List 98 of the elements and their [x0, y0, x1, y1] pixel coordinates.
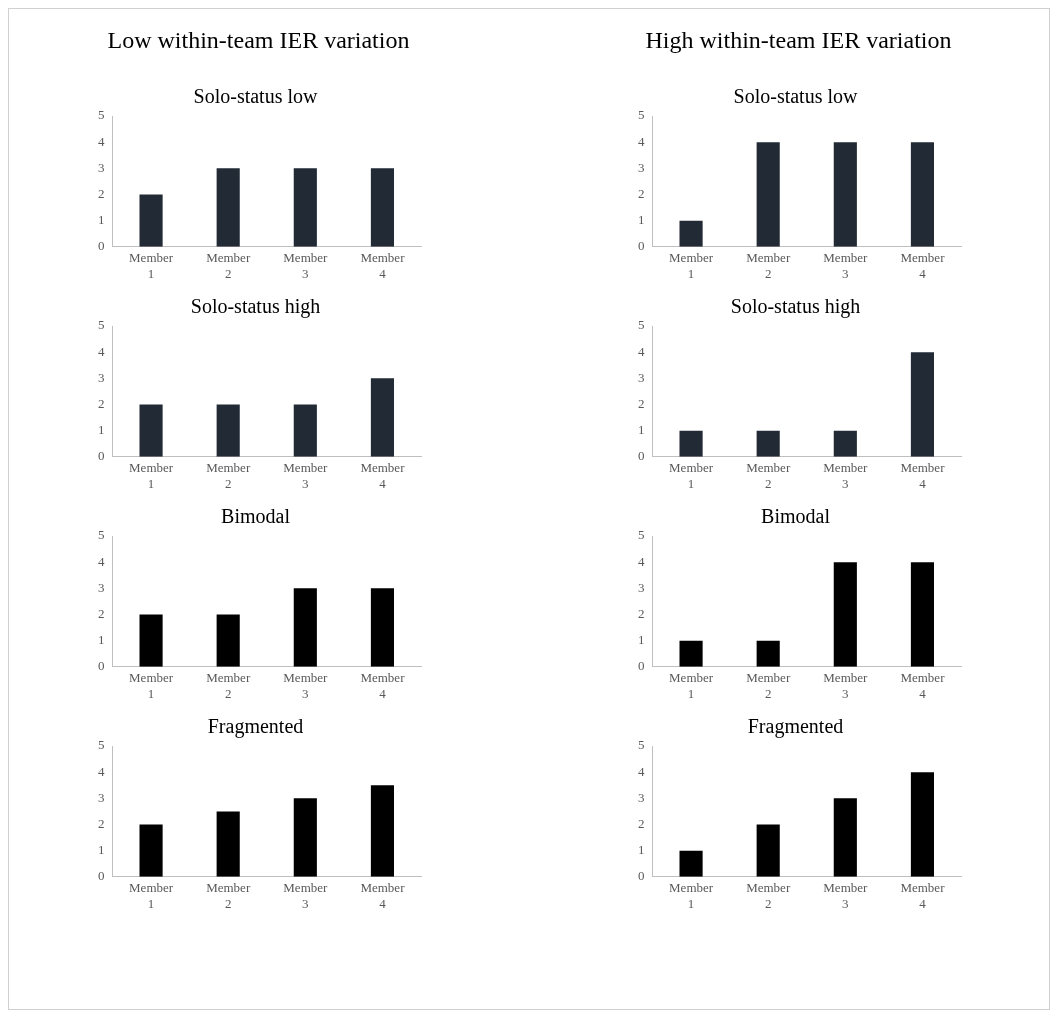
x-tick-label: Member 1	[129, 460, 174, 491]
x-tick-label: Member 3	[823, 250, 868, 281]
x-tick-label: Member 1	[669, 880, 714, 911]
y-tick-label: 2	[638, 395, 645, 411]
y-tick-label: 3	[98, 369, 105, 385]
x-tick-label: Member 4	[360, 670, 406, 701]
x-tick-label: Member 3	[283, 670, 328, 701]
x-tick-label: Member 2	[206, 250, 251, 281]
y-tick-label: 3	[98, 159, 105, 175]
y-tick-label: 5	[638, 107, 645, 123]
bar	[910, 772, 935, 877]
x-tick-label: Member 1	[129, 250, 174, 281]
y-tick-label: 5	[98, 107, 105, 123]
y-tick-label: 0	[638, 448, 645, 464]
bar	[756, 824, 780, 877]
x-tick-label: Member 2	[746, 880, 791, 911]
x-tick-label: Member 2	[206, 880, 251, 911]
y-tick-label: 5	[98, 317, 105, 333]
y-tick-label: 5	[98, 527, 105, 543]
y-tick-label: 5	[638, 737, 645, 753]
x-tick-label: Member 2	[206, 670, 251, 701]
chart-title: Solo-status high	[730, 295, 861, 319]
y-tick-label: 0	[638, 868, 645, 884]
x-tick-label: Member 4	[360, 880, 406, 911]
x-tick-label: Member 3	[823, 880, 868, 911]
y-tick-label: 1	[638, 632, 645, 648]
y-tick-label: 2	[638, 605, 645, 621]
x-tick-label: Member 4	[360, 250, 406, 281]
y-tick-label: 1	[98, 422, 105, 438]
x-tick-label: Member 4	[900, 250, 946, 281]
bar	[216, 811, 240, 877]
y-tick-label: 3	[638, 579, 645, 595]
x-tick-label: Member 1	[669, 460, 714, 491]
y-tick-label: 3	[638, 369, 645, 385]
chart-title: Bimodal	[221, 505, 291, 528]
y-tick-label: 5	[638, 317, 645, 333]
y-tick-label: 0	[98, 868, 105, 884]
y-tick-label: 4	[638, 343, 645, 359]
y-tick-label: 4	[638, 553, 645, 569]
y-tick-label: 2	[638, 185, 645, 201]
y-tick-label: 2	[98, 815, 105, 831]
y-tick-label: 3	[638, 159, 645, 175]
x-tick-label: Member 2	[206, 460, 251, 491]
y-tick-label: 4	[638, 763, 645, 779]
x-tick-label: Member 3	[823, 460, 868, 491]
x-tick-label: Member 4	[360, 460, 406, 491]
x-tick-label: Member 2	[746, 670, 791, 701]
text: High within-team IER variation	[644, 27, 953, 54]
y-tick-label: 5	[638, 527, 645, 543]
x-tick-label: Member 1	[669, 670, 714, 701]
x-tick-label: Member 3	[283, 880, 328, 911]
y-tick-label: 0	[638, 238, 645, 254]
x-tick-label: Member 1	[129, 670, 174, 701]
x-tick-label: Member 1	[129, 880, 174, 911]
x-tick-label: Member 2	[746, 460, 791, 491]
y-tick-label: 4	[638, 133, 645, 149]
bar	[679, 850, 703, 877]
x-tick-label: Member 3	[283, 250, 328, 281]
y-tick-label: 0	[98, 658, 105, 674]
chart-title: Solo-status high	[190, 295, 321, 319]
bar	[293, 798, 317, 877]
bar	[139, 824, 163, 877]
chart-title: Solo-status low	[193, 85, 318, 108]
x-tick-label: Member 3	[823, 670, 868, 701]
y-tick-label: 4	[98, 343, 105, 359]
chart-title: Fragmented	[747, 715, 844, 739]
y-tick-label: 4	[98, 553, 105, 569]
x-tick-label: Member 1	[669, 250, 714, 281]
x-tick-label: Member 3	[283, 460, 328, 491]
y-tick-label: 1	[98, 212, 105, 228]
x-tick-label: Member 4	[900, 880, 946, 911]
y-tick-label: 4	[98, 133, 105, 149]
x-tick-label: Member 2	[746, 250, 791, 281]
y-tick-label: 1	[98, 632, 105, 648]
bar	[370, 785, 395, 877]
text: Low within-team IER variation	[106, 27, 411, 54]
chart-title: Fragmented	[207, 715, 304, 739]
y-tick-label: 2	[98, 395, 105, 411]
y-tick-label: 2	[638, 815, 645, 831]
chart-title: Bimodal	[761, 505, 831, 528]
bar	[833, 798, 857, 877]
y-tick-label: 0	[98, 448, 105, 464]
y-tick-label: 0	[98, 238, 105, 254]
chart-title: Solo-status low	[733, 85, 858, 108]
y-tick-label: 1	[638, 422, 645, 438]
y-tick-label: 2	[98, 605, 105, 621]
y-tick-label: 4	[98, 763, 105, 779]
y-tick-label: 5	[98, 737, 105, 753]
y-tick-label: 3	[638, 789, 645, 805]
y-tick-label: 3	[98, 789, 105, 805]
x-tick-label: Member 4	[900, 670, 946, 701]
y-tick-label: 2	[98, 185, 105, 201]
y-tick-label: 1	[638, 212, 645, 228]
y-tick-label: 1	[638, 842, 645, 858]
y-tick-label: 0	[638, 658, 645, 674]
x-tick-label: Member 4	[900, 460, 946, 491]
y-tick-label: 1	[98, 842, 105, 858]
y-tick-label: 3	[98, 579, 105, 595]
